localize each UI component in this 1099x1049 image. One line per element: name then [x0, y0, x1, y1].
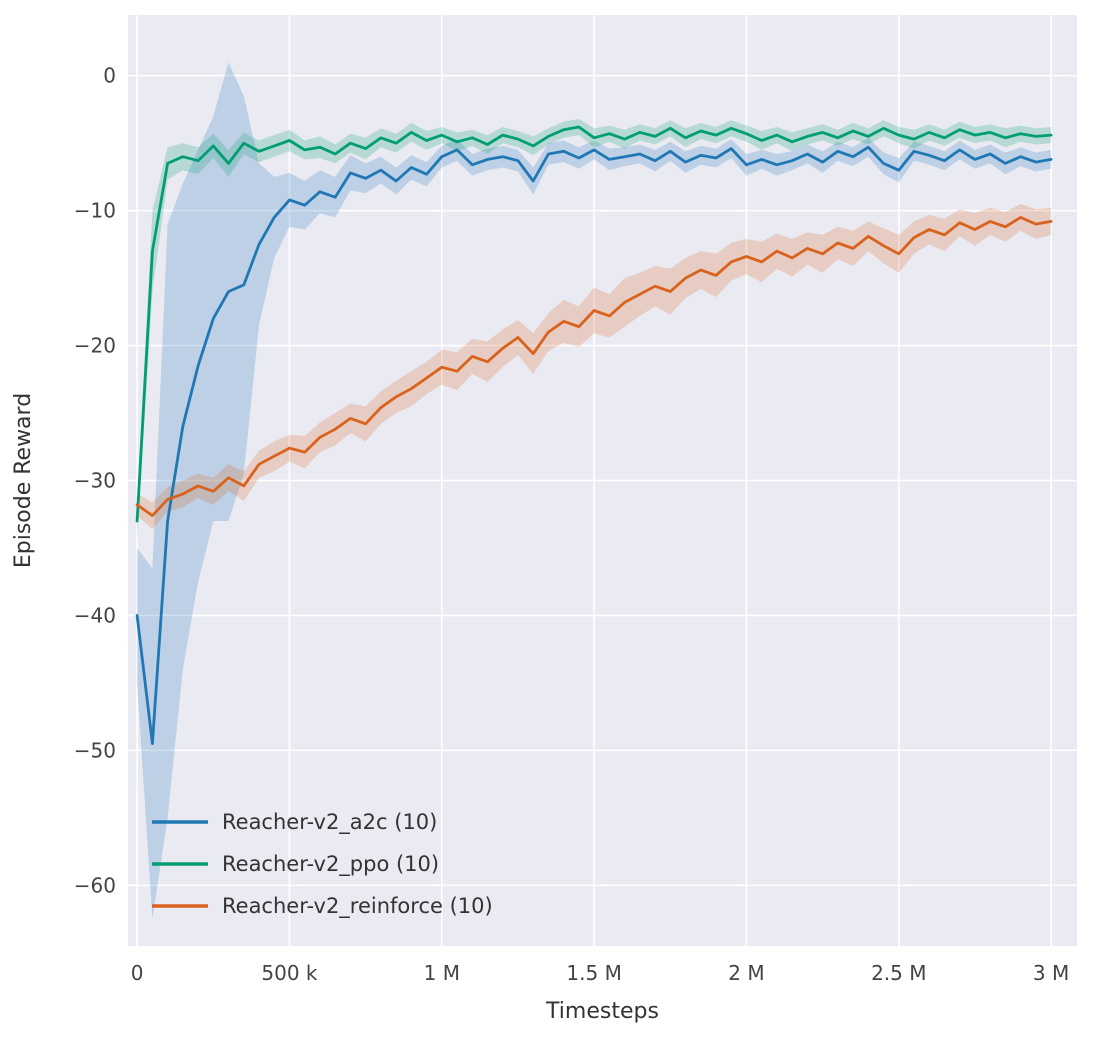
series-line-reinforce	[135, 215, 1053, 517]
x-tick-label: 1.5 M	[566, 961, 621, 985]
y-tick-label: −10	[74, 199, 116, 223]
y-tick-label: 0	[103, 64, 116, 88]
y-tick-label: −40	[74, 603, 116, 627]
y-tick-label: −20	[74, 334, 116, 358]
legend-label-ppo: Reacher-v2_ppo (10)	[222, 852, 439, 877]
x-tick-label: 500 k	[261, 961, 318, 985]
series-line-ppo	[135, 125, 1053, 523]
y-axis-label: Episode Reward	[11, 393, 36, 568]
legend-label-reinforce: Reacher-v2_reinforce (10)	[222, 894, 493, 919]
legend-label-a2c: Reacher-v2_a2c (10)	[222, 810, 437, 835]
x-tick-label: 0	[131, 961, 144, 985]
x-tick-label: 1 M	[424, 961, 460, 985]
x-axis-label: Timesteps	[545, 999, 659, 1024]
series-line-a2c	[135, 145, 1053, 745]
y-tick-label: −60	[74, 873, 116, 897]
x-tick-label: 2 M	[728, 961, 764, 985]
x-tick-label: 2.5 M	[871, 961, 926, 985]
y-tick-label: −30	[74, 469, 116, 493]
y-tick-label: −50	[74, 738, 116, 762]
x-tick-label: 3 M	[1033, 961, 1069, 985]
confidence-band-a2c	[137, 62, 1052, 919]
